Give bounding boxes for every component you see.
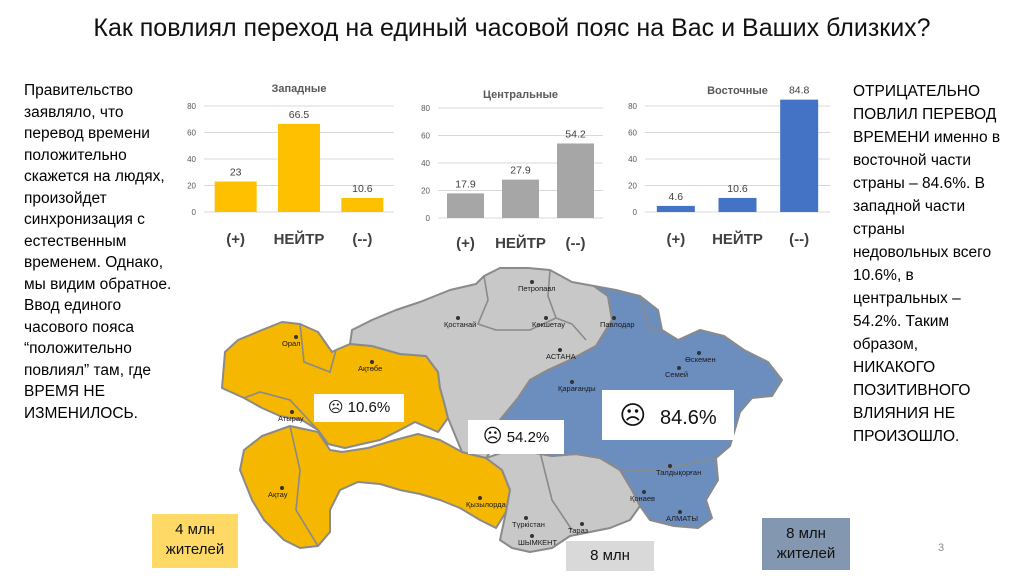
city-label: Өскемен xyxy=(685,355,716,364)
west-negative-value: 10.6% xyxy=(348,399,391,416)
city-label: Қызылорда xyxy=(466,500,507,509)
population-west-value: 4 млн xyxy=(152,520,238,540)
city-label: Павлодар xyxy=(600,320,635,329)
population-central-value: 8 млн xyxy=(566,541,654,571)
east-negative-box: ☹ 84.6% xyxy=(602,390,734,440)
sad-face-icon: ☹ xyxy=(619,400,646,430)
page-number: 3 xyxy=(938,542,944,554)
city-label: Қонаев xyxy=(630,494,655,503)
city-label: Петропавл xyxy=(518,284,556,293)
population-east-unit: жителей xyxy=(762,544,850,564)
city-label: Тараз xyxy=(568,526,589,535)
city-label: Қарағанды xyxy=(558,384,596,393)
sad-face-icon: ☹ xyxy=(328,399,344,416)
city-label: Көкшетау xyxy=(532,320,565,329)
city-label: АЛМАТЫ xyxy=(666,514,698,523)
central-negative-box: ☹ 54.2% xyxy=(468,420,564,454)
city-label: Талдықорған xyxy=(656,468,701,477)
city-label: Қостанай xyxy=(444,320,476,329)
city-label: Семей xyxy=(665,370,688,379)
city-label: Орал xyxy=(282,339,301,348)
population-central-box: 8 млн xyxy=(566,541,654,571)
city-label: АСТАНА xyxy=(546,352,576,361)
city-label: Ақтөбе xyxy=(358,364,382,373)
sad-face-icon: ☹ xyxy=(483,426,503,447)
population-east-value: 8 млн xyxy=(762,524,850,544)
population-west-box: 4 млн жителей xyxy=(152,514,238,568)
east-negative-value: 84.6% xyxy=(660,407,717,429)
city-label: Атырау xyxy=(278,414,304,423)
population-east-box: 8 млн жителей xyxy=(762,518,850,570)
city-label: ШЫМКЕНТ xyxy=(518,538,558,547)
city-label: Ақтау xyxy=(268,490,288,499)
population-west-unit: жителей xyxy=(152,540,238,560)
central-negative-value: 54.2% xyxy=(507,429,550,446)
west-negative-box: ☹ 10.6% xyxy=(314,394,404,422)
city-label: Түркістан xyxy=(512,520,545,529)
